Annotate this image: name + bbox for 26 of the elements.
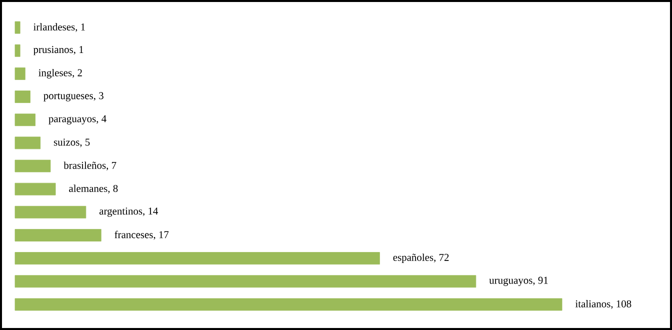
data-label: alemanes, 8 xyxy=(69,184,118,194)
data-label: ingleses, 2 xyxy=(38,68,82,78)
bar xyxy=(14,114,36,126)
data-label: paraguayos, 4 xyxy=(48,115,106,124)
bar xyxy=(14,298,562,311)
bar xyxy=(14,275,476,288)
data-label: portugueses, 3 xyxy=(44,92,104,102)
bar xyxy=(14,182,56,196)
data-label: prusianos, 1 xyxy=(33,46,84,56)
data-label: españoles, 72 xyxy=(393,254,449,264)
bar xyxy=(14,160,51,172)
bar xyxy=(14,67,26,80)
data-label: argentinos, 14 xyxy=(99,208,158,217)
data-label: brasileños, 7 xyxy=(64,162,116,170)
bar xyxy=(14,252,380,265)
bar xyxy=(14,21,20,34)
data-label: irlandeses, 1 xyxy=(33,23,85,32)
data-label: italianos, 108 xyxy=(575,300,632,309)
bar xyxy=(14,90,30,103)
bar xyxy=(14,44,20,57)
bar xyxy=(14,229,102,242)
data-label: franceses, 17 xyxy=(114,230,169,240)
bar xyxy=(14,136,41,150)
data-label: uruguayos, 91 xyxy=(489,276,548,286)
bar xyxy=(14,206,86,218)
data-label: suizos, 5 xyxy=(54,138,90,148)
